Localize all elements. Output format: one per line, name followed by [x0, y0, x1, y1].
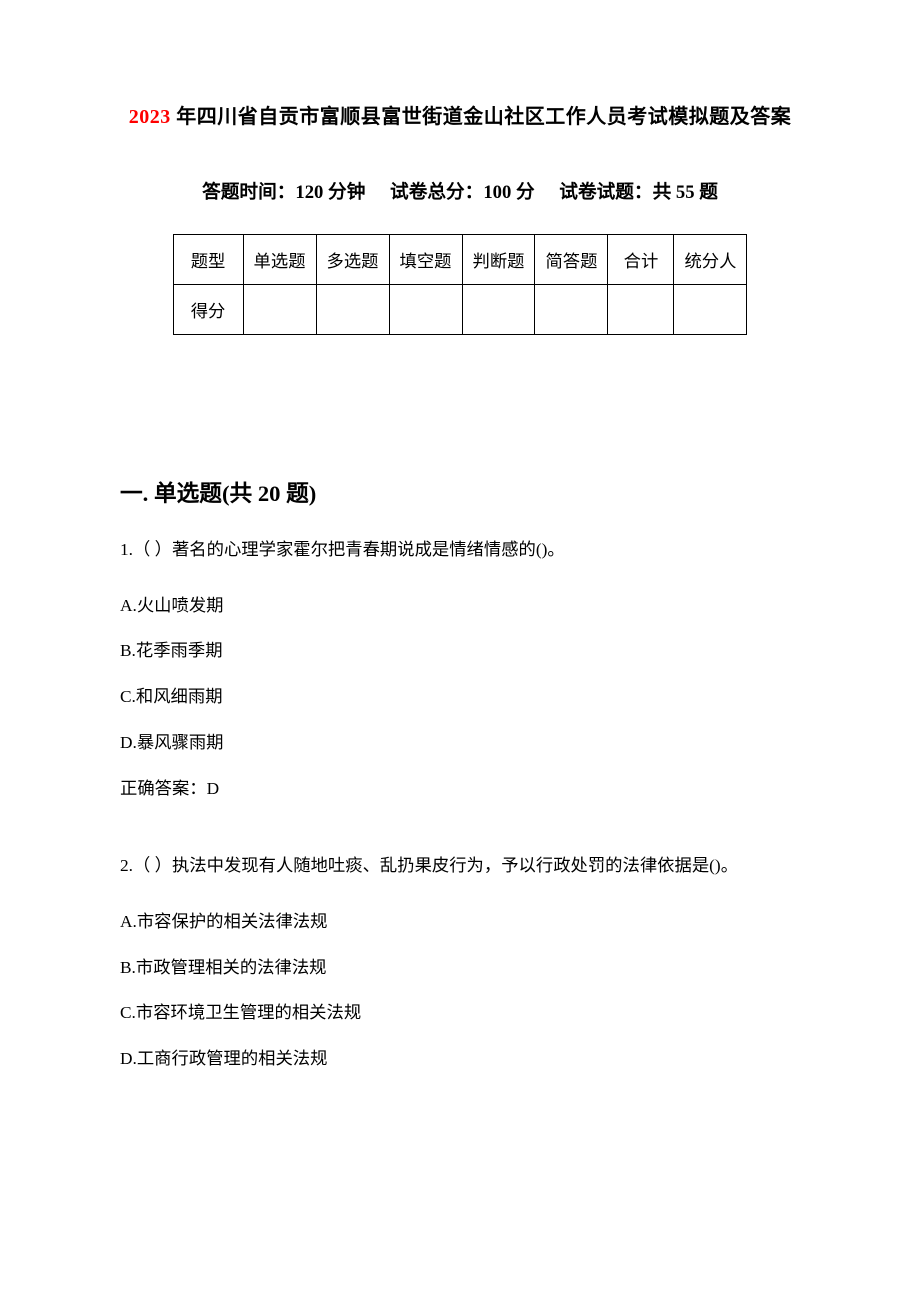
cell-multi	[316, 285, 389, 335]
table-header-row: 题型 单选题 多选题 填空题 判断题 简答题 合计 统分人	[173, 235, 747, 285]
q2-option-c: C.市容环境卫生管理的相关法规	[120, 999, 800, 1027]
col-multi: 多选题	[316, 235, 389, 285]
meta-time-label: 答题时间：	[202, 182, 295, 203]
q2-stem: 2.（ ）执法中发现有人随地吐痰、乱扔果皮行为，予以行政处罚的法律依据是()。	[120, 852, 800, 880]
col-short: 简答题	[535, 235, 608, 285]
cell-judge	[462, 285, 535, 335]
col-scorer: 统分人	[674, 235, 747, 285]
q1-stem: 1.（ ）著名的心理学家霍尔把青春期说成是情绪情感的()。	[120, 536, 800, 564]
col-single: 单选题	[243, 235, 316, 285]
q2-option-b: B.市政管理相关的法律法规	[120, 954, 800, 982]
col-total: 合计	[608, 235, 674, 285]
title-rest: 年四川省自贡市富顺县富世街道金山社区工作人员考试模拟题及答案	[171, 106, 792, 128]
q1-option-d: D.暴风骤雨期	[120, 729, 800, 757]
meta-time: 答题时间：120 分钟	[202, 177, 365, 204]
question-2: 2.（ ）执法中发现有人随地吐痰、乱扔果皮行为，予以行政处罚的法律依据是()。 …	[120, 852, 800, 1073]
cell-total	[608, 285, 674, 335]
q1-option-c: C.和风细雨期	[120, 683, 800, 711]
row-label: 得分	[173, 285, 243, 335]
cell-single	[243, 285, 316, 335]
meta-time-value: 120 分钟	[295, 182, 365, 203]
question-1: 1.（ ）著名的心理学家霍尔把青春期说成是情绪情感的()。 A.火山喷发期 B.…	[120, 536, 800, 802]
title-year: 2023	[129, 106, 171, 128]
meta-count-value: 共 55 题	[653, 182, 718, 203]
meta-score-label: 试卷总分：	[390, 182, 483, 203]
meta-count-label: 试卷试题：	[559, 182, 652, 203]
section-1-heading: 一. 单选题(共 20 题)	[120, 475, 800, 508]
meta-count: 试卷试题：共 55 题	[559, 177, 718, 204]
cell-scorer	[674, 285, 747, 335]
col-blank: 填空题	[389, 235, 462, 285]
col-type: 题型	[173, 235, 243, 285]
q1-option-b: B.花季雨季期	[120, 637, 800, 665]
cell-short	[535, 285, 608, 335]
cell-blank	[389, 285, 462, 335]
table-score-row: 得分	[173, 285, 747, 335]
q1-answer: 正确答案：D	[120, 775, 800, 803]
exam-meta: 答题时间：120 分钟 试卷总分：100 分 试卷试题：共 55 题	[120, 177, 800, 204]
q2-option-a: A.市容保护的相关法律法规	[120, 908, 800, 936]
q1-option-a: A.火山喷发期	[120, 592, 800, 620]
score-table: 题型 单选题 多选题 填空题 判断题 简答题 合计 统分人 得分	[173, 234, 748, 335]
col-judge: 判断题	[462, 235, 535, 285]
meta-score-value: 100 分	[483, 182, 534, 203]
q2-option-d: D.工商行政管理的相关法规	[120, 1045, 800, 1073]
document-title: 2023 年四川省自贡市富顺县富世街道金山社区工作人员考试模拟题及答案	[120, 100, 800, 129]
meta-score: 试卷总分：100 分	[390, 177, 535, 204]
